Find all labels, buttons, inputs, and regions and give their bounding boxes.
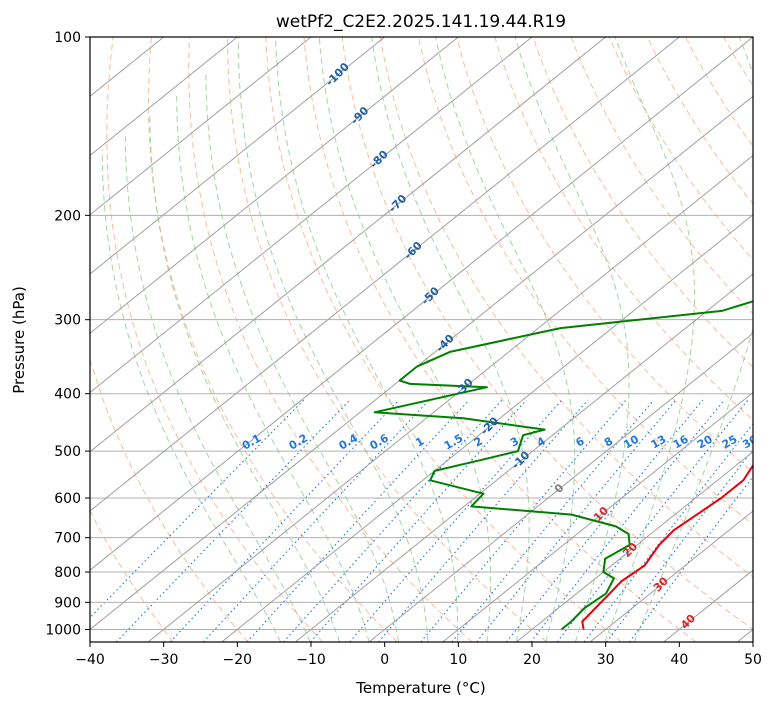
mixing-ratio-line — [378, 399, 589, 642]
mixing-ratio-line — [202, 399, 430, 642]
dry-adiabat-line — [148, 37, 398, 642]
mixing-ratio-line — [606, 448, 753, 642]
mixing-ratio-line — [420, 399, 627, 642]
y-tick-label: 600 — [54, 491, 81, 507]
isotherm-line — [90, 95, 753, 631]
x-tick-label: −20 — [223, 652, 253, 668]
dry-adiabat-line — [456, 37, 753, 474]
dry-adiabat-line — [90, 509, 174, 642]
y-tick-label: 400 — [54, 387, 81, 403]
moist-adiabat-line — [275, 37, 459, 642]
dry-adiabat-line — [303, 37, 697, 642]
dry-adiabat-line — [341, 37, 753, 631]
moist-adiabat-line — [633, 37, 753, 642]
dewpoint-line — [373, 300, 753, 631]
moist-adiabat-line — [205, 72, 399, 642]
isotherm-line — [368, 332, 753, 642]
mixing-ratio-line — [629, 475, 753, 642]
dry-adiabat-line — [106, 37, 323, 642]
y-tick-label: 700 — [54, 531, 81, 547]
temperature-line — [581, 463, 753, 630]
dry-adiabat-line — [570, 37, 753, 315]
dry-adiabat-line — [418, 37, 753, 526]
isotherm-line — [90, 37, 385, 275]
moist-adiabat-line — [318, 37, 492, 642]
mixing-ratio-line — [583, 423, 753, 642]
y-tick-label: 300 — [54, 313, 81, 329]
y-tick-label: 800 — [54, 565, 81, 581]
x-tick-label: 50 — [744, 652, 762, 668]
dry-adiabat-line — [265, 37, 622, 642]
chart-title: wetPf2_C2E2.2025.141.19.44.R19 — [276, 12, 566, 32]
isotherm-grid — [90, 37, 753, 642]
moist-adiabat-line — [371, 37, 530, 642]
isotherm-line — [90, 37, 680, 512]
y-tick-label: 900 — [54, 595, 81, 611]
isotherm-line — [295, 273, 753, 642]
moist-adiabat-line — [435, 37, 576, 642]
moist-adiabat-line — [176, 94, 370, 642]
x-tick-label: 30 — [597, 652, 615, 668]
mixing-ratio-line — [556, 399, 749, 642]
isotherm-line — [589, 510, 753, 642]
mixing-ratio-line — [116, 399, 351, 642]
plot-frame — [89, 36, 754, 643]
x-axis: −40 −30 −20 −10 0 10 20 30 40 50 — [75, 642, 762, 668]
x-tick-label: −30 — [149, 652, 179, 668]
isotherm-line — [90, 37, 312, 216]
y-axis: 1000 900 800 700 600 500 400 300 200 100 — [45, 30, 90, 638]
x-tick-label: −10 — [296, 652, 326, 668]
isotherm-line — [90, 37, 606, 453]
isotherm-line — [90, 37, 533, 394]
isobar-grid — [90, 37, 753, 630]
isotherm-line — [516, 451, 753, 642]
sounding-lines — [373, 300, 753, 631]
mixing-ratio-line — [530, 399, 725, 642]
x-tick-label: 20 — [523, 652, 541, 668]
x-tick-label: 40 — [670, 652, 688, 668]
mixing-ratio-line — [246, 399, 470, 642]
dry-adiabats — [90, 37, 753, 642]
x-tick-label: 0 — [380, 652, 389, 668]
x-tick-label: −40 — [75, 652, 105, 668]
y-tick-label: 100 — [54, 30, 81, 46]
dry-adiabat-line — [646, 37, 753, 205]
dry-adiabat-line — [227, 37, 548, 642]
x-axis-title: Temperature (°C) — [355, 679, 485, 697]
moist-adiabat-line — [149, 114, 341, 642]
dry-adiabat-line — [188, 37, 473, 642]
y-axis-title: Pressure (hPa) — [10, 286, 28, 394]
isotherm-line — [221, 214, 753, 642]
y-tick-label: 1000 — [45, 622, 81, 638]
moist-adiabat-line — [604, 37, 696, 642]
dry-adiabat-line — [90, 357, 249, 642]
isotherm-line — [442, 391, 753, 642]
x-tick-label: 10 — [449, 652, 467, 668]
moist-adiabat-line — [237, 37, 429, 642]
mixing-ratio-line — [169, 399, 400, 642]
isotherm-line — [90, 37, 459, 334]
y-tick-label: 500 — [54, 444, 81, 460]
moist-adiabat-line — [514, 37, 630, 642]
isotherm-line — [90, 37, 238, 157]
isotherm-line — [90, 37, 753, 571]
y-tick-label: 200 — [54, 208, 81, 224]
mixing-ratio-line — [283, 399, 503, 642]
isotherm-line — [147, 154, 753, 642]
dry-adiabat-line — [532, 37, 753, 368]
